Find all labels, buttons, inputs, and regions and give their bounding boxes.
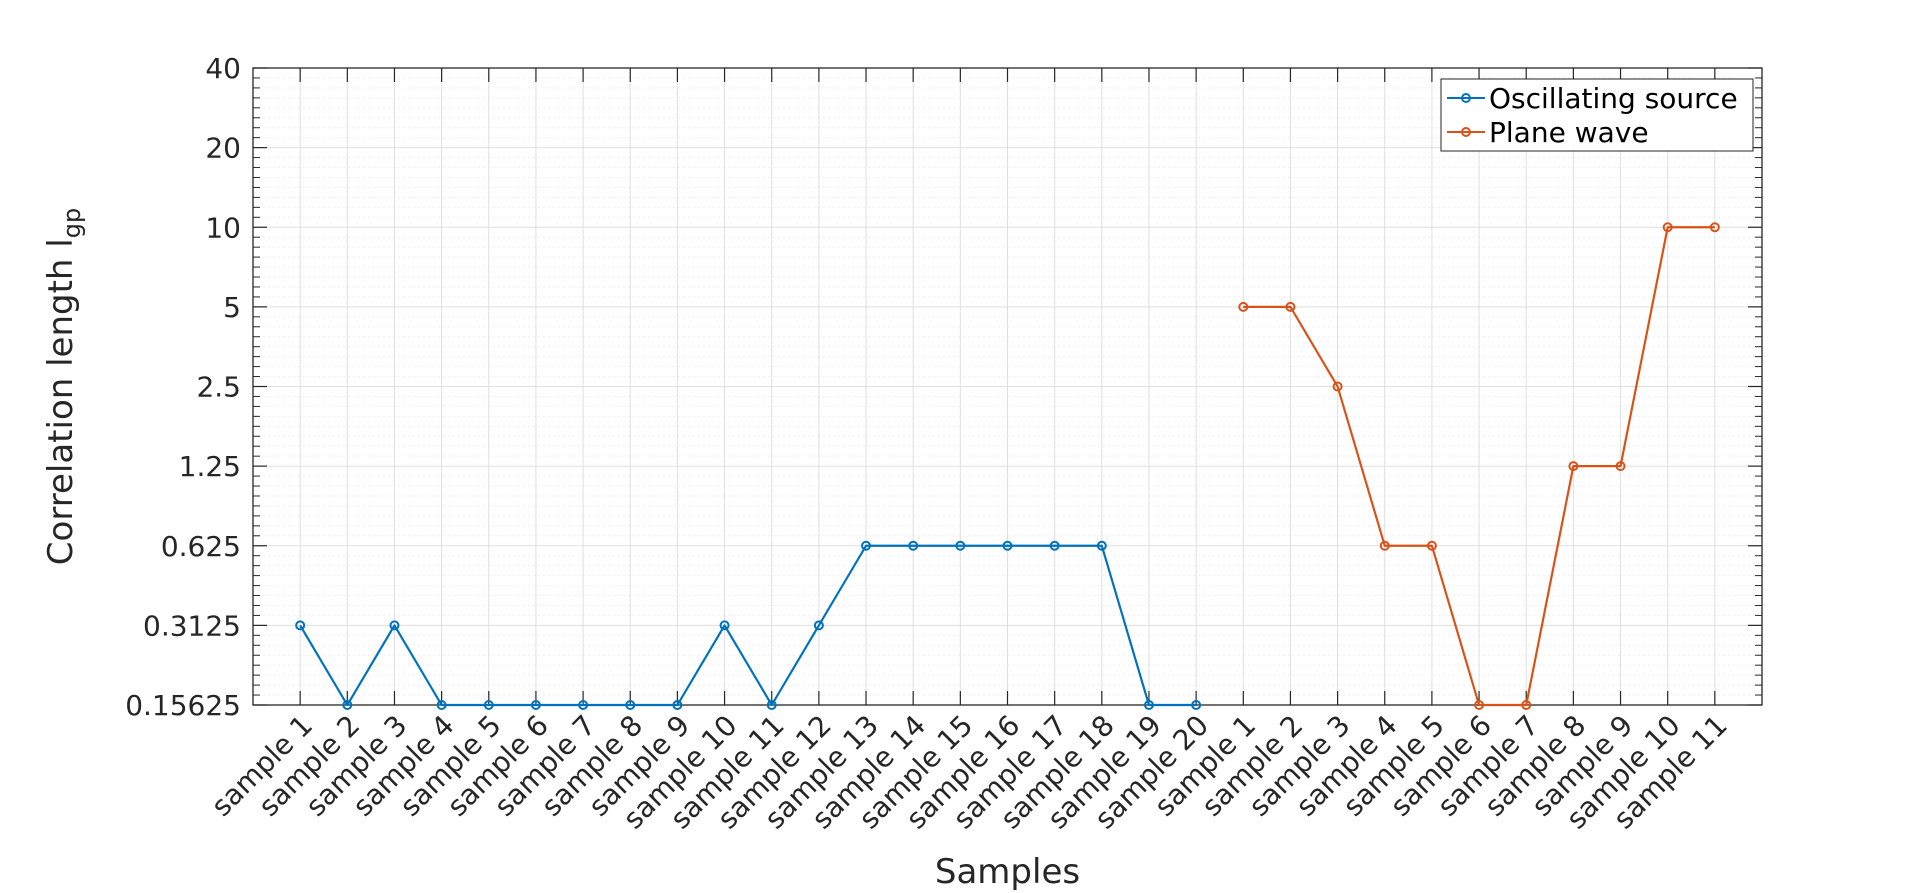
y-tick-label: 20 [205,132,241,165]
data-point [530,700,541,710]
series-layer [295,222,1720,710]
y-axis-title-subscript: gp [58,208,86,238]
data-point [578,700,589,710]
legend: Oscillating source Plane wave [1440,78,1754,152]
data-point [1049,540,1060,551]
data-point [1191,700,1202,710]
y-tick-label: 40 [205,52,241,85]
data-point [719,620,730,631]
y-tick-label: 10 [205,211,241,244]
series-plane-wave [1238,222,1720,710]
data-point [1568,461,1579,472]
data-point [1615,461,1626,472]
x-axis-title: Samples [935,852,1080,892]
data-point [955,540,966,551]
data-point [1002,540,1013,551]
data-point [625,700,636,710]
data-point [295,620,306,631]
data-point [672,700,683,710]
legend-label-plane-wave: Plane wave [1489,116,1649,149]
data-point [908,540,919,551]
data-point [1709,222,1720,233]
data-point [766,700,777,710]
data-point [389,620,400,631]
y-tick-label: 5 [223,291,241,324]
legend-entry-plane-wave: Plane wave [1447,116,1649,149]
y-tick-label: 2.5 [196,371,241,404]
legend-box [1440,78,1754,152]
data-point [1426,540,1437,551]
data-point [436,700,447,710]
y-axis-title-main: Correlation length l [41,238,81,565]
legend-entry-oscillating-source: Oscillating source [1447,82,1738,115]
data-point [1521,700,1532,710]
data-point [861,540,872,551]
data-point [1096,540,1107,551]
series-oscillating-source [295,540,1202,710]
data-point [1238,301,1249,312]
y-tick-label: 0.3125 [143,609,241,642]
y-tick-label: 0.15625 [125,689,241,722]
series-line-plane-wave [1243,226,1715,707]
data-point [483,700,494,710]
data-point [1285,301,1296,312]
y-tick-label: 0.625 [161,530,241,563]
series-line-oscillating-source [299,544,1197,707]
data-point [1143,700,1154,710]
y-axis-title: Correlation length lgp [41,208,86,565]
y-tick-labels: 0.15625 0.3125 0.625 1.25 2.5 5 10 20 40 [125,52,241,722]
data-point [813,620,824,631]
y-tick-label: 1.25 [179,450,241,483]
data-point [1332,381,1343,392]
data-point [1474,700,1485,710]
data-point [1379,540,1390,551]
legend-marker-plane-wave [1461,127,1471,137]
legend-marker-oscillating-source [1461,93,1471,103]
data-point [342,700,353,710]
legend-label-oscillating-source: Oscillating source [1489,82,1738,115]
grid [253,67,1762,706]
data-point [1662,222,1673,233]
